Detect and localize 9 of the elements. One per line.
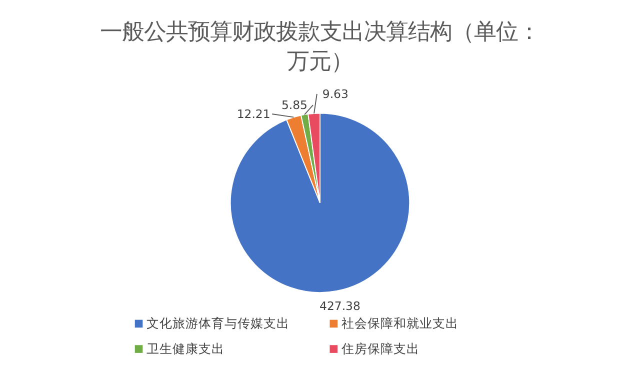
chart-title: 一般公共预算财政拨款支出决算结构（单位：万元） xyxy=(100,19,540,74)
data-label: 9.63 xyxy=(322,86,348,101)
data-label: 12.21 xyxy=(236,106,270,121)
data-label: 427.38 xyxy=(320,299,360,314)
data-label: 5.85 xyxy=(281,98,308,112)
legend-label: 社会保障和就业支出 xyxy=(341,316,458,331)
legend-label: 卫生健康支出 xyxy=(146,340,225,356)
legend-label: 文化旅游体育与传媒支出 xyxy=(146,316,290,331)
legend-label: 住房保障支出 xyxy=(340,340,420,356)
